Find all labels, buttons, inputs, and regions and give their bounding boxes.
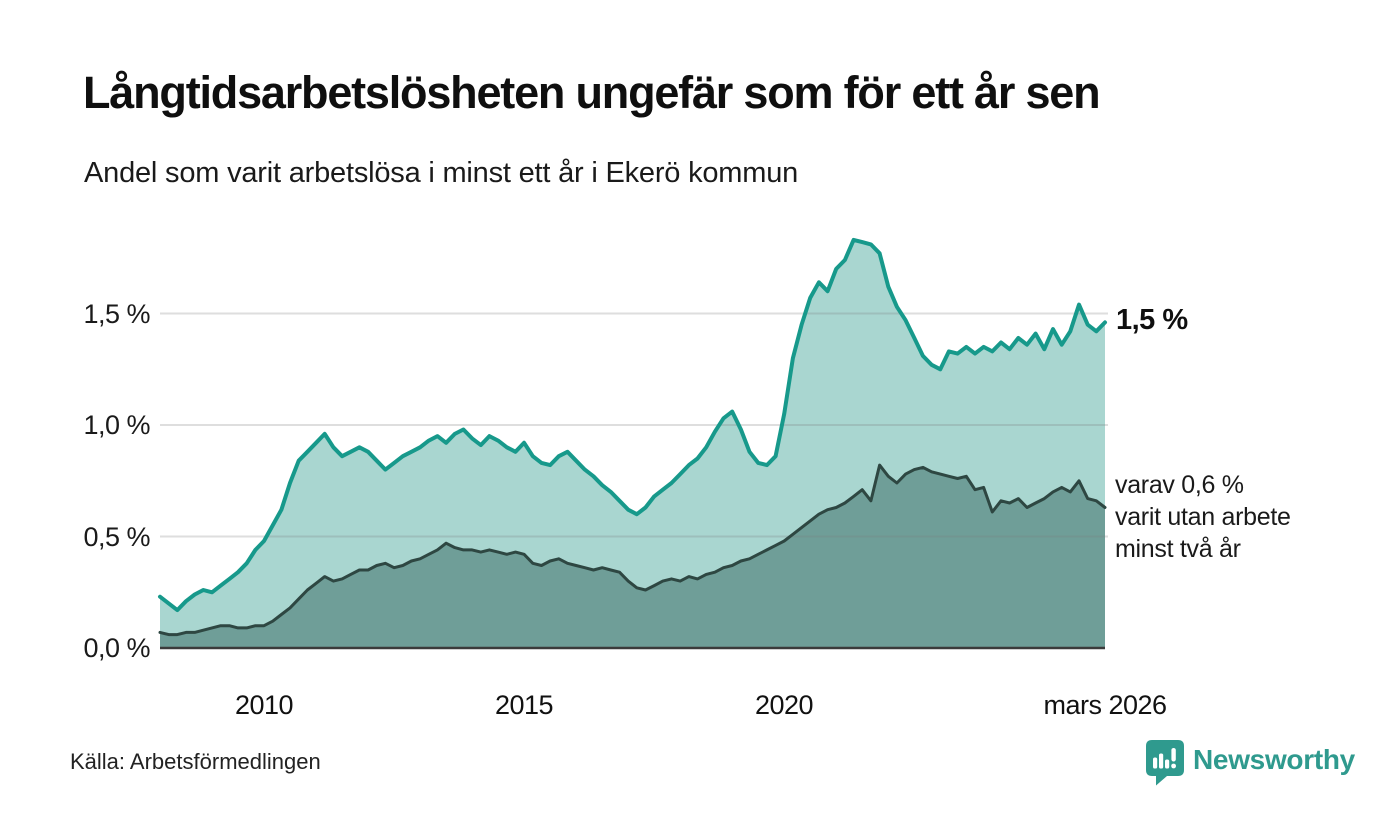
x-axis-label-2020: 2020 <box>754 690 814 720</box>
y-axis-label-2: 1,0 % <box>83 410 150 440</box>
series-end-value-label: 1,5 % <box>1116 304 1188 336</box>
brand-name: Newsworthy <box>1193 744 1355 775</box>
y-axis-label-3: 1,5 % <box>83 298 150 329</box>
newsworthy-logo-icon <box>1146 740 1184 786</box>
y-axis-label-1: 0,5 % <box>83 521 150 552</box>
x-axis-label-mars-2026: mars 2026 <box>1043 690 1167 720</box>
page-subtitle: Andel som varit arbetslösa i minst ett å… <box>84 157 799 189</box>
page-title: Långtidsarbetslösheten ungefär som för e… <box>83 67 1101 118</box>
x-axis-label-2015: 2015 <box>494 690 554 720</box>
x-axis-label-2010: 2010 <box>234 690 294 720</box>
y-axis-label-0: 0,0 % <box>83 633 150 663</box>
series-annotation-label: varav 0,6 % varit utan arbete minst två … <box>1115 471 1291 563</box>
source-note: Källa: Arbetsförmedlingen <box>70 749 321 774</box>
brand-logo: Newsworthy <box>1146 740 1355 786</box>
